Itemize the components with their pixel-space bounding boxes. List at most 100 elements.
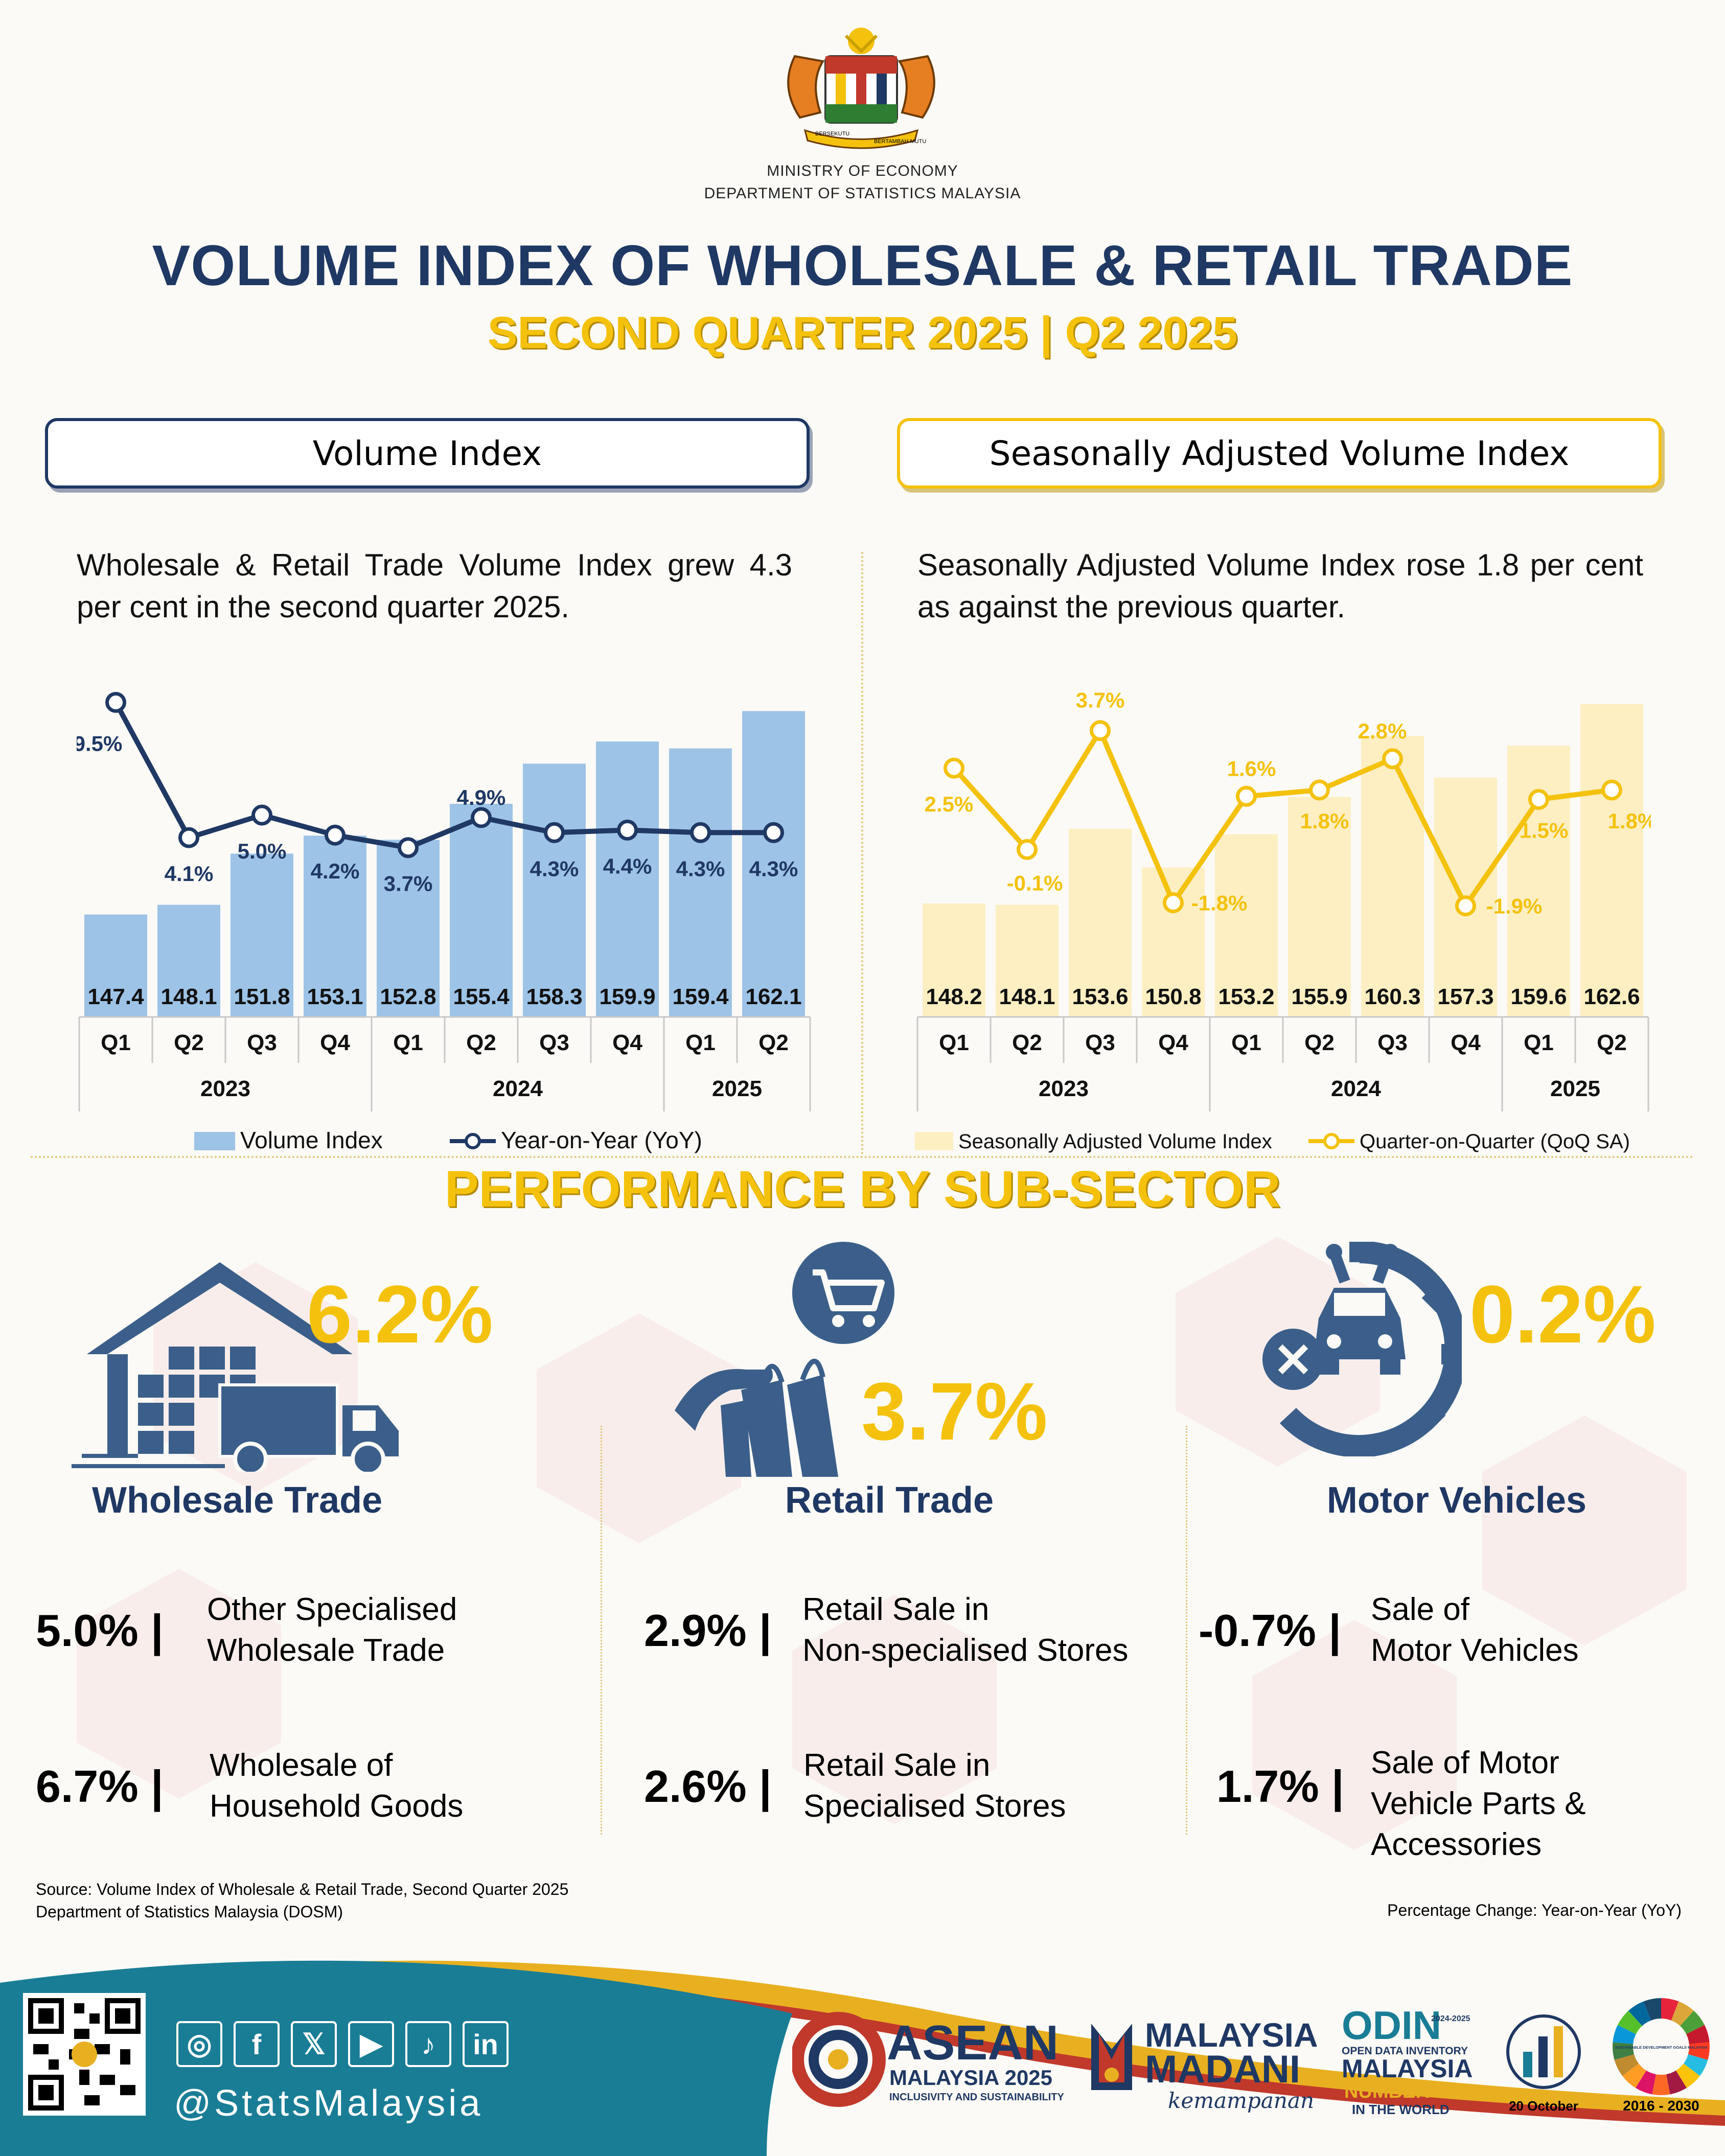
performance-title: PERFORMANCE BY SUB-SECTOR bbox=[444, 1161, 1281, 1218]
x-icon[interactable]: 𝕏 bbox=[291, 2021, 337, 2067]
bar-value-label: 159.4 bbox=[672, 984, 729, 1009]
motor-item-label: Sale of Motor Vehicles bbox=[1371, 1592, 1579, 1668]
line-point bbox=[1163, 892, 1184, 913]
line-value-label: -1.9% bbox=[1486, 894, 1543, 918]
bar bbox=[377, 840, 440, 1017]
line-point bbox=[1528, 789, 1549, 810]
line-value-label: -1.8% bbox=[1191, 891, 1248, 915]
bar bbox=[1069, 828, 1132, 1017]
retail-item-label: Retail Sale in Non-specialised Stores bbox=[802, 1592, 1129, 1668]
bar-value-label: 157.3 bbox=[1437, 984, 1493, 1009]
legend-line-label: Quarter-on-Quarter (QoQ SA) bbox=[1360, 1130, 1630, 1153]
line-value-label: 1.8% bbox=[1608, 809, 1651, 833]
bar bbox=[450, 803, 513, 1017]
sdg-wheel-segment bbox=[1652, 2074, 1670, 2095]
wholesale-item-label: Other Specialised Wholesale Trade bbox=[207, 1592, 457, 1668]
line-point bbox=[1090, 720, 1111, 741]
bar-value-label: 160.3 bbox=[1364, 984, 1420, 1009]
year-label: 2024 bbox=[1331, 1076, 1381, 1101]
bar bbox=[596, 741, 659, 1017]
volume-index-description: Wholesale & Retail Trade Volume Index gr… bbox=[77, 548, 792, 624]
sdg-wheel-segment bbox=[1613, 2042, 1635, 2060]
percentage-note: Percentage Change: Year-on-Year (YoY) bbox=[1387, 1901, 1682, 1919]
motor-name: Motor Vehicles bbox=[1326, 1480, 1587, 1521]
line-value-label: 2.5% bbox=[925, 792, 974, 816]
line-point bbox=[763, 822, 784, 843]
tiktok-icon[interactable]: ♪ bbox=[405, 2021, 451, 2067]
motor-pct: 0.2% bbox=[1469, 1268, 1656, 1360]
x-tick-label: Q2 bbox=[174, 1030, 204, 1055]
instagram-icon[interactable]: ◎ bbox=[176, 2021, 222, 2067]
asean-malaysia-2025-logo: ASEAN MALAYSIA 2025 INCLUSIVITY AND SUST… bbox=[792, 2012, 1065, 2107]
sdg-wheel-segment bbox=[1613, 2025, 1636, 2044]
bar bbox=[157, 905, 220, 1017]
year-label: 2023 bbox=[200, 1076, 250, 1101]
bar bbox=[1507, 746, 1570, 1017]
year-label: 2025 bbox=[712, 1076, 762, 1101]
bar-value-label: 147.4 bbox=[87, 984, 144, 1009]
sector-divider bbox=[601, 1426, 602, 1835]
legend-bar-label: Volume Index bbox=[240, 1127, 383, 1153]
chart-divider bbox=[861, 552, 863, 1155]
sdg-wheel-segment bbox=[1617, 2010, 1642, 2034]
line-point bbox=[471, 807, 492, 828]
bar-value-label: 148.1 bbox=[160, 984, 217, 1009]
bar-value-label: 159.6 bbox=[1510, 984, 1567, 1009]
page-title: VOLUME INDEX OF WHOLESALE & RETAIL TRADE bbox=[152, 234, 1573, 297]
legend-line-marker bbox=[1323, 1133, 1340, 1149]
wholesale-item-value: 5.0% | bbox=[36, 1605, 164, 1656]
x-tick-label: Q2 bbox=[758, 1030, 789, 1055]
bar bbox=[1215, 834, 1278, 1017]
bar bbox=[523, 763, 586, 1017]
volume-index-chart: 147.4 148.1 151.8 153.1 152.8 155.4 158.3 159.9… bbox=[77, 692, 811, 1153]
sdg-wheel-segment bbox=[1628, 2001, 1651, 2026]
line-point bbox=[1017, 839, 1038, 860]
legend-bar-swatch bbox=[915, 1132, 953, 1150]
odin-years: 2024-2025 bbox=[1431, 2014, 1470, 2023]
sdg-wheel-segment bbox=[1635, 2070, 1656, 2095]
x-tick-label: Q4 bbox=[612, 1030, 642, 1055]
year-label: 2023 bbox=[1039, 1076, 1089, 1101]
line-value-label: 3.7% bbox=[1076, 688, 1125, 712]
line-point bbox=[325, 824, 346, 846]
legend-line-marker bbox=[465, 1133, 481, 1149]
asean-line3: INCLUSIVITY AND SUSTAINABILITY bbox=[889, 2092, 1065, 2103]
line-value-label: 4.1% bbox=[165, 862, 214, 886]
page-subtitle: SECOND QUARTER 2025 | Q2 2025 bbox=[487, 307, 1238, 358]
crest-motto-left: BERSEKUTU bbox=[815, 131, 849, 137]
x-tick-label: Q2 bbox=[1012, 1030, 1042, 1055]
bar-value-label: 153.6 bbox=[1072, 984, 1128, 1009]
motor-item-value: 1.7% | bbox=[1216, 1761, 1344, 1812]
motor-item-label: Sale of Motor Vehicle Parts & Accessories bbox=[1371, 1745, 1586, 1862]
bar bbox=[84, 914, 147, 1017]
x-tick-label: Q1 bbox=[939, 1030, 969, 1055]
line-point bbox=[1309, 779, 1330, 801]
x-tick-label: Q4 bbox=[320, 1030, 350, 1055]
bar bbox=[669, 748, 732, 1017]
sdg-wheel-segment bbox=[1661, 1998, 1679, 2021]
bar-value-label: 162.1 bbox=[745, 984, 801, 1009]
bar bbox=[923, 903, 985, 1017]
malaysia-madani-logo: MALAYSIA MADANI kemampanan bbox=[1091, 2016, 1318, 2113]
bar-value-label: 152.8 bbox=[380, 984, 436, 1009]
bar-value-label: 155.4 bbox=[453, 984, 510, 1009]
x-tick-label: Q2 bbox=[466, 1030, 496, 1055]
line-point bbox=[1455, 895, 1476, 917]
youtube-icon[interactable]: ▶ bbox=[348, 2021, 394, 2067]
line-value-label: 1.8% bbox=[1300, 809, 1349, 833]
sdg-wheel-segment bbox=[1666, 2070, 1687, 2095]
odin-line1: ODIN bbox=[1342, 2003, 1441, 2048]
facebook-icon[interactable]: f bbox=[234, 2021, 280, 2067]
bar-value-label: 162.6 bbox=[1583, 984, 1640, 1009]
odin-line2: OPEN DATA INVENTORY bbox=[1342, 2045, 1468, 2057]
line-value-label: 4.2% bbox=[311, 859, 360, 883]
bar-value-label: 148.2 bbox=[926, 984, 982, 1009]
malaysia-coat-of-arms-icon: BERSEKUTU BERTAMBAH MUTU bbox=[787, 28, 935, 149]
linkedin-icon[interactable]: in bbox=[463, 2021, 509, 2067]
bar bbox=[1288, 797, 1351, 1017]
section-divider bbox=[31, 1156, 1694, 1158]
sdg-wheel-segment bbox=[1643, 1998, 1661, 2021]
social-handle[interactable]: @StatsMalaysia bbox=[174, 2083, 484, 2124]
x-tick-label: Q3 bbox=[539, 1030, 569, 1055]
odin-logo: ODIN 2024-2025 OPEN DATA INVENTORY MALAY… bbox=[1342, 2003, 1475, 2117]
